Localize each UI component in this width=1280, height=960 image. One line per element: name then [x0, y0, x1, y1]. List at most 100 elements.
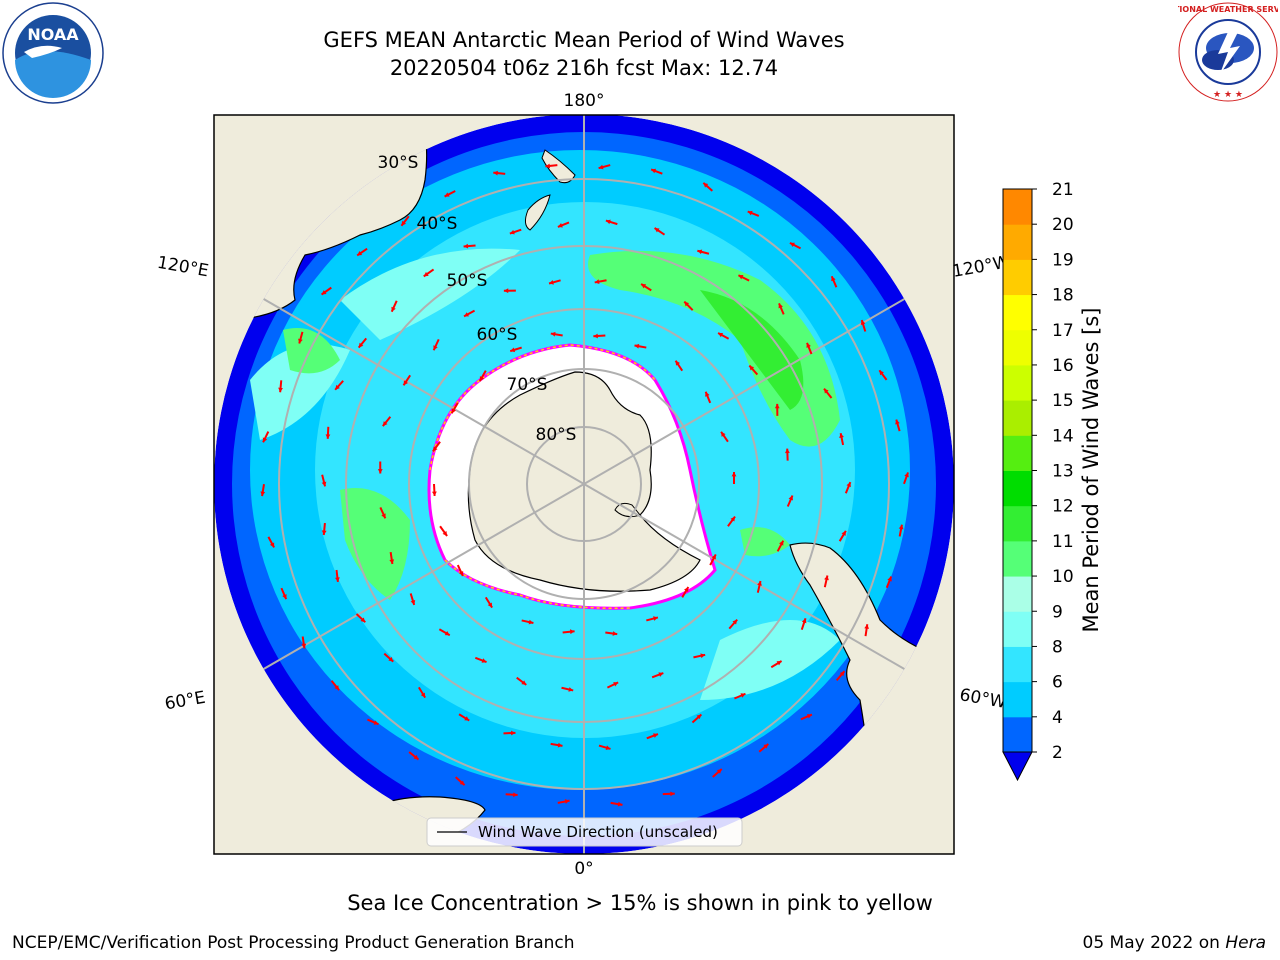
wind-wave-arrow-head: [335, 577, 340, 582]
nws-ring-text: NATIONAL WEATHER SERVICE: [1178, 5, 1278, 14]
wind-wave-arrow-head: [420, 692, 426, 698]
wind-wave-arrow-head: [321, 530, 327, 535]
wind-wave-arrow-head: [269, 542, 275, 548]
wind-wave-arrow-head: [444, 192, 450, 197]
colorbar-tick-label: 10: [1052, 567, 1074, 587]
wave-period-8-9-patch: [700, 620, 840, 700]
wave-period-9-10-zone: [588, 250, 840, 447]
colorbar-segment: [1003, 189, 1032, 225]
wind-wave-arrow-head: [700, 653, 706, 659]
wind-wave-arrow-head: [564, 799, 570, 804]
wind-wave-arrow-head: [887, 576, 892, 582]
wind-wave-direction-arrows: [260, 163, 909, 807]
colorbar: 2 4 6 8 9 10 11 12 13 14 15 16 17 18 19 20 21: [1002, 180, 1074, 782]
wind-wave-arrow-head: [557, 223, 563, 228]
map-title: GEFS MEAN Antarctic Mean Period of Wind …: [323, 28, 845, 52]
colorbar-segment: [1003, 716, 1032, 753]
meridian-60w: [583, 483, 954, 701]
svg-text:★ ★ ★: ★ ★ ★: [1213, 90, 1243, 100]
colorbar-segment: [1003, 224, 1032, 260]
wind-wave-arrow-head: [358, 342, 364, 348]
wind-wave-arrow-head: [716, 769, 722, 774]
wave-period-9-10-zone: [340, 488, 410, 600]
footer-credit: NCEP/EMC/Verification Post Processing Pr…: [12, 933, 575, 953]
wind-wave-arrow-head: [360, 617, 366, 623]
wind-wave-arrow-head: [789, 242, 795, 248]
lon-label-120e: 120°E: [156, 253, 210, 282]
map-subtitle: 20220504 t06z 216h fcst Max: 12.74: [389, 56, 779, 80]
wind-wave-arrow-head: [321, 290, 327, 295]
wind-wave-arrow-head: [801, 618, 807, 624]
wind-wave-arrow-head: [479, 376, 485, 382]
wind-wave-arrow-head: [528, 619, 534, 625]
wind-wave-arrow-head: [721, 431, 726, 437]
wind-wave-arrow-head: [864, 624, 870, 629]
wind-wave-arrow-head: [442, 531, 448, 537]
wind-wave-arrow-head: [444, 630, 450, 636]
lon-label-0: 0°: [574, 859, 593, 879]
wind-wave-arrow-head: [298, 338, 303, 344]
colorbar-tick-label: 16: [1052, 356, 1074, 376]
new-zealand-south: [524, 194, 551, 231]
wind-wave-arrow-head: [749, 365, 755, 371]
wind-wave-arrow-head: [410, 600, 416, 605]
wind-wave-arrow-head: [521, 680, 527, 685]
colorbar-tick-label: 12: [1052, 497, 1074, 517]
footer-date-text: 05 May 2022 on: [1082, 933, 1226, 953]
colorbar-segment: [1003, 329, 1032, 366]
noaa-logo-text: NOAA: [27, 25, 79, 44]
colorbar-tick-label: 13: [1052, 462, 1074, 482]
wind-wave-arrow-head: [778, 303, 783, 309]
wind-wave-arrow-head: [705, 391, 710, 397]
wind-wave-arrow-head: [391, 306, 396, 312]
wind-wave-arrow-head: [740, 693, 746, 698]
wind-wave-arrow-head: [389, 559, 395, 565]
wind-wave-arrow-head: [684, 301, 690, 307]
wind-wave-arrow-head: [413, 754, 419, 760]
footer-host: Hera: [1225, 933, 1266, 953]
wind-wave-arrow-head: [550, 331, 556, 337]
wind-wave-arrow-head: [703, 182, 709, 188]
wind-wave-arrow-head: [278, 387, 283, 393]
lat-label-70s: 70°S: [507, 375, 548, 395]
colorbar-tick-label: 17: [1052, 321, 1074, 341]
colorbar-label: Mean Period of Wind Waves [s]: [1079, 308, 1103, 633]
wind-wave-arrow-head: [458, 571, 464, 576]
wind-wave-arrow-head: [451, 408, 457, 414]
colorbar-segment: [1003, 470, 1032, 507]
meridian-120w: [583, 267, 954, 485]
colorbar-segment: [1003, 400, 1032, 436]
new-zealand-north: [541, 149, 576, 184]
wind-wave-arrow-head: [569, 629, 575, 635]
wind-wave-arrow-head: [839, 433, 844, 438]
colorbar-tick-label: 11: [1052, 532, 1074, 552]
wind-wave-arrow-head: [839, 671, 845, 677]
wind-wave-arrow-head: [806, 342, 811, 348]
wind-wave-arrow-head: [335, 384, 340, 390]
wind-wave-arrow-head: [653, 616, 658, 621]
wind-wave-arrow-head: [377, 469, 383, 474]
map-frame: [213, 114, 955, 855]
wind-wave-arrow-head: [432, 491, 437, 496]
wind-wave-arrow-head: [658, 672, 664, 677]
wind-wave-arrow-head: [401, 220, 407, 226]
colorbar-segment: [1003, 576, 1032, 612]
wind-wave-arrow-head: [388, 656, 394, 662]
wind-wave-arrow-head: [879, 370, 884, 376]
colorbar-tick-label: 21: [1052, 180, 1074, 200]
wind-wave-arrow-head: [747, 210, 753, 216]
colorbar-tick-label: 8: [1052, 637, 1063, 657]
colorbar-segment: [1003, 505, 1032, 542]
wind-wave-arrow-head: [634, 343, 640, 349]
wind-wave-arrow-head: [904, 472, 909, 478]
lon-label-180: 180°: [564, 91, 605, 111]
lon-label-60e: 60°E: [163, 688, 207, 715]
lat-label-60s: 60°S: [477, 325, 518, 345]
colorbar-segment: [1003, 611, 1032, 647]
wind-wave-arrow-head: [325, 434, 331, 439]
wind-wave-arrow-head: [696, 714, 702, 720]
wind-wave-arrow-head: [432, 446, 438, 452]
wind-wave-arrow-head: [841, 530, 846, 536]
lat-label-30s: 30°S: [378, 153, 419, 173]
colorbar-tick-label: 14: [1052, 426, 1074, 446]
